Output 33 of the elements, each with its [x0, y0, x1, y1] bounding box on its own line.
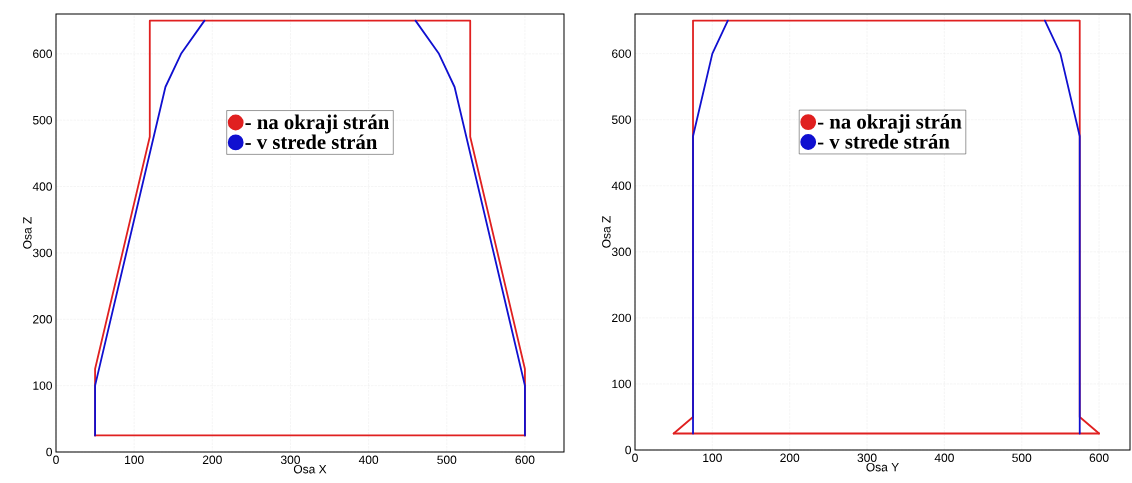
y-tick-label: 300 [611, 247, 632, 257]
y-tick-label: 100 [33, 381, 53, 390]
y-tick-label: 500 [32, 115, 53, 125]
x-tick-label: 100 [703, 453, 722, 463]
x-tick-label: 300 [280, 455, 301, 465]
y-tick-label: 300 [32, 248, 53, 258]
y-tick-label: 400 [611, 181, 632, 190]
x-tick-label: 300 [857, 453, 877, 463]
x-tick-label: 200 [202, 455, 222, 465]
y-tick-label: 400 [32, 182, 53, 191]
legend-label: - v strede strán [817, 134, 950, 149]
legend-label: - na okraji strán [245, 114, 389, 134]
y-tick-label: 200 [33, 315, 53, 324]
x-tick-label: 500 [1012, 453, 1032, 463]
x-tick-label: 600 [515, 455, 535, 465]
x-tick-label: 100 [125, 455, 144, 465]
y-tick-label: 500 [611, 115, 632, 124]
y-tick-label: 200 [612, 313, 632, 323]
x-tick-label: 600 [1089, 453, 1109, 463]
y-axis-title: Osa Z [602, 216, 611, 248]
x-tick-label: 500 [437, 455, 457, 465]
x-axis-title: Osa Y [866, 462, 899, 472]
x-tick-label: 400 [934, 453, 954, 463]
x-axis-title: Osa X [293, 464, 327, 474]
y-tick-label: 0 [625, 445, 632, 455]
y-tick-label: 600 [33, 49, 53, 59]
y-tick-label: 100 [612, 379, 632, 389]
y-axis-title: Osa Z [23, 217, 32, 249]
legend-label: - v strede strán [245, 134, 378, 150]
x-tick-label: 200 [780, 453, 800, 463]
x-tick-label: 400 [358, 455, 379, 465]
legend-label: - na okraji strán [817, 114, 962, 133]
y-tick-label: 600 [612, 49, 632, 58]
